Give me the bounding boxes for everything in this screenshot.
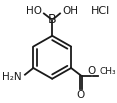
Text: O: O: [88, 66, 96, 76]
Text: H₂N: H₂N: [2, 72, 22, 82]
Text: HO: HO: [26, 6, 42, 16]
Text: CH₃: CH₃: [99, 67, 116, 76]
Text: HCl: HCl: [91, 6, 110, 16]
Text: O: O: [77, 90, 85, 100]
Text: OH: OH: [62, 6, 78, 16]
Text: B: B: [48, 13, 57, 26]
